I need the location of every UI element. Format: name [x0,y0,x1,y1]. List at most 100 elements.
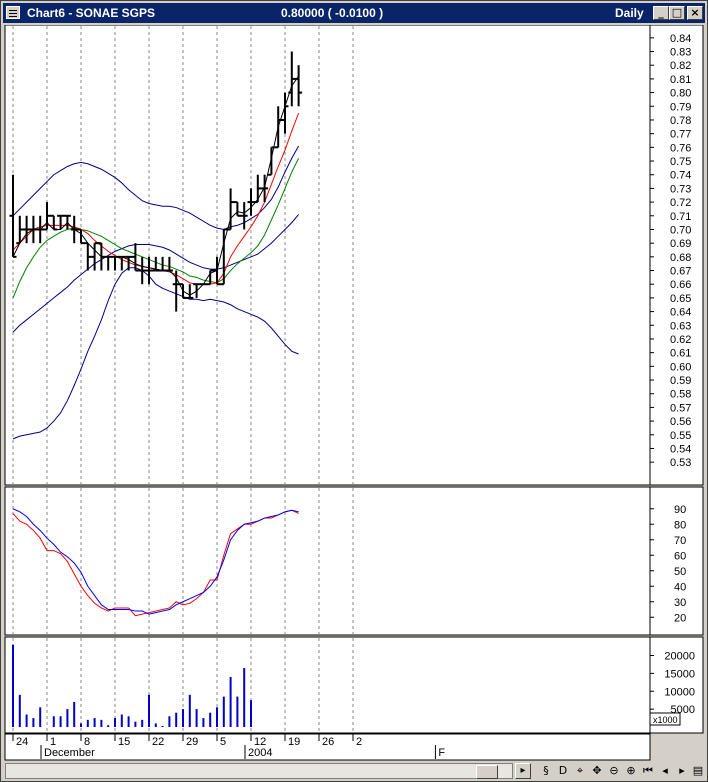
settings-icon[interactable]: ▤ [692,764,704,777]
x-axis-tick-label: 29 [186,736,198,748]
previous-icon[interactable]: ◂ [662,764,668,777]
x-axis-tick-label: 8 [84,736,90,748]
price-bar [16,215,24,245]
price-y-tick-label: 0.73 [670,183,691,195]
price-bar [36,215,44,244]
price-y-tick-label: 0.59 [670,375,691,387]
oscillator-y-tick-label: 70 [674,535,686,547]
move-icon[interactable]: ✥ [592,764,602,777]
price-y-tick-label: 0.79 [670,101,691,113]
cursor-icon[interactable]: ⌖ [576,764,584,777]
oscillator-y-tick-label: 40 [674,581,686,593]
zoom-out-icon[interactable]: ⊖ [609,764,619,777]
price-y-tick-label: 0.75 [670,156,691,168]
window-title: Chart6 - SONAE SGPS [27,6,156,20]
overlay-line-1 [12,145,300,230]
x-axis-month-label: 2004 [248,747,272,759]
price-bar [152,256,160,272]
price-bar [213,256,221,286]
x-axis-tick-label: 19 [288,736,300,748]
oscillator-y-tick-label: 50 [674,566,686,578]
x-axis-tick-label: 1 [50,736,56,748]
price-y-tick-label: 0.78 [670,115,691,127]
price-bar [206,269,214,286]
horizontal-scrollbar[interactable] [5,763,513,779]
zoom-in-icon[interactable]: ⊕ [626,764,636,777]
oscillator-line-1 [12,509,299,617]
x-axis-tick-label: 26 [322,736,334,748]
price-bar [97,242,105,271]
price-bar [104,255,112,271]
price-bar [111,255,119,271]
go-first-icon[interactable]: ⏮ [643,764,653,777]
price-bar [118,255,126,271]
price-y-tick-label: 0.76 [670,142,691,154]
panel-3-background [4,636,651,734]
x-axis-tick-label: 5 [220,736,226,748]
zoom-icon[interactable]: § [543,764,549,777]
price-y-tick-label: 0.57 [670,402,691,414]
next-icon[interactable]: ▸ [679,764,685,777]
panel-1-background [4,25,651,486]
scroll-right-button[interactable]: ▸ [515,763,531,779]
price-y-tick-label: 0.55 [670,430,691,442]
price-y-tick-label: 0.84 [670,33,691,45]
price-bar [247,188,255,216]
price-y-tick-label: 0.81 [670,74,691,86]
price-bar [91,242,99,271]
window-menu-icon[interactable] [6,6,20,19]
price-y-tick-label: 0.72 [670,197,691,209]
oscillator-y-tick-label: 20 [674,612,686,624]
price-bar [77,228,85,245]
volume-y-tick-label: 10000 [664,686,695,698]
oscillator-line-2 [12,508,299,615]
unit-label-box [649,712,681,726]
x-axis-tick-label: 24 [16,736,28,748]
chart-area[interactable]: 0.84 0.830.82 0.81 0.800.79 0.78 0.770.76 0.75… [4,25,704,761]
maximize-button[interactable]: □ [669,6,685,20]
title-bar[interactable]: Chart6 - SONAE SGPS 0.80000 ( -0.0100 ) … [3,3,705,23]
price-bar [138,256,146,285]
price-bar [281,92,289,134]
scroll-thumb[interactable] [476,765,498,779]
price-y-tick-label: 0.62 [670,334,691,346]
price-bar [63,214,71,230]
price-y-tick-label: 0.61 [670,348,691,360]
x-axis-tick-label: 2 [356,736,362,748]
price-y-tick-label: 0.80 [670,88,691,100]
price-bar [165,256,173,272]
price-bar [29,215,37,244]
period-label: Daily [615,6,644,20]
price-display: 0.80000 ( -0.0100 ) [281,6,384,20]
scroll-toolbar: ▸ § D ⌖ ✥ ⊖ ⊕ ⏮ ◂ ▸ ▤ [1,761,707,781]
price-bar [50,214,58,231]
price-y-tick-label: 0.69 [670,238,691,250]
price-y-tick-label: 0.66 [670,279,691,291]
price-bar [193,283,201,298]
oscillator-y-tick-label: 60 [674,550,686,562]
price-bar [125,255,133,271]
x-axis-month-label: F [438,747,445,759]
oscillator-panel: 90 80 70 60 50 40 30 20 [12,504,686,624]
price-bar [274,106,282,149]
price-y-tick-label: 0.71 [670,211,691,223]
price-y-tick-label: 0.74 [670,170,691,182]
close-button[interactable]: × [687,6,703,20]
price-panel: 0.84 0.830.82 0.81 0.800.79 0.78 0.770.76 0.75… [9,33,691,469]
panel-1-axis-area [649,25,704,486]
x-axis-tick-label: 15 [118,736,130,748]
overlay-line-2 [12,214,299,333]
price-bar [240,202,248,230]
minimize-button[interactable]: _ [653,6,669,20]
x-axis-background [4,733,651,761]
d-icon[interactable]: D [558,764,568,777]
panel-2-axis-area [649,486,704,636]
price-bar [145,256,153,285]
volume-unit-label: x1000 [653,715,678,725]
price-bar [57,214,65,230]
price-bar [159,256,167,272]
price-y-tick-label: 0.82 [670,60,691,72]
oscillator-y-tick-label: 30 [674,597,686,609]
price-y-tick-label: 0.54 [670,443,691,455]
